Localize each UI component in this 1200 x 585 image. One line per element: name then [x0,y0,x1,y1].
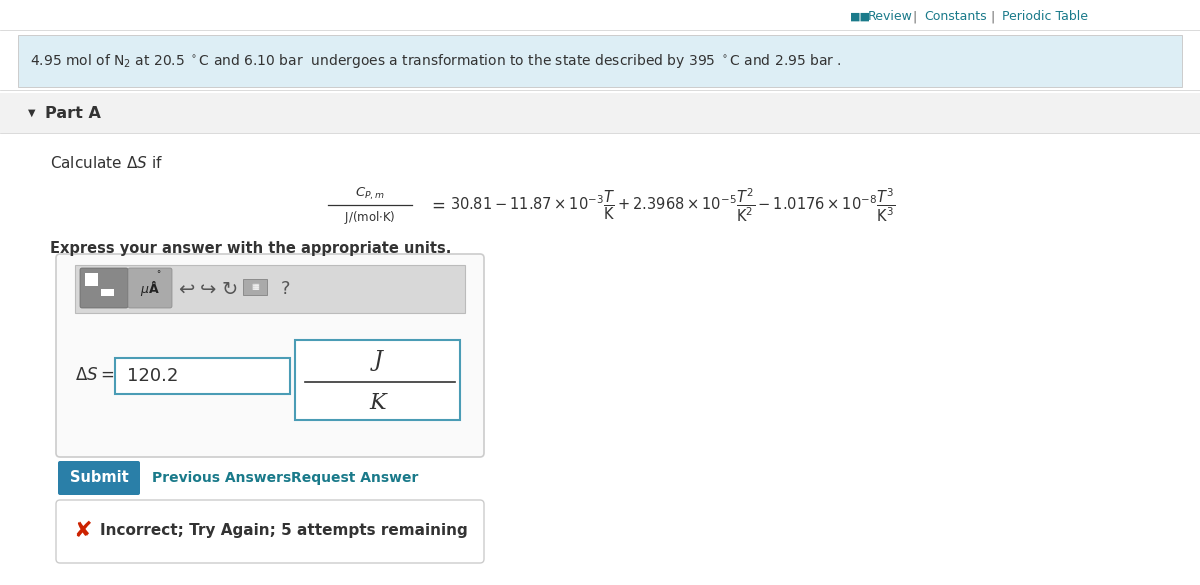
Bar [242,279,266,295]
Text: $C_{P,m}$: $C_{P,m}$ [355,186,385,202]
Bar [295,340,460,420]
Text: °: ° [156,270,160,280]
Text: $\mu$Å: $\mu$Å [140,280,160,298]
Text: Request Answer: Request Answer [292,471,419,485]
Text: 120.2: 120.2 [127,367,179,385]
Text: Constants: Constants [924,11,986,23]
Text: Incorrect; Try Again; 5 attempts remaining: Incorrect; Try Again; 5 attempts remaini… [100,524,468,539]
Text: Part A: Part A [46,105,101,121]
Text: |: | [990,11,995,23]
Bar [115,358,290,394]
Text: ▼: ▼ [28,108,36,118]
Bar [0,93,1200,133]
Text: Periodic Table: Periodic Table [1002,11,1088,23]
Bar [74,265,466,313]
Text: Review: Review [868,11,913,23]
FancyBboxPatch shape [56,500,484,563]
Text: $30.81 - 11.87 \times 10^{-3}\dfrac{T}{\mathrm{K}} + 2.3968 \times 10^{-5}\dfrac: $30.81 - 11.87 \times 10^{-3}\dfrac{T}{\… [450,186,895,224]
Text: ↻: ↻ [222,280,238,298]
Text: $=$: $=$ [428,197,445,214]
Bar [85,273,98,286]
Text: ↩: ↩ [178,280,194,298]
Text: ■■: ■■ [850,12,871,22]
Text: ?: ? [281,280,289,298]
Text: J/(mol$\cdot$K): J/(mol$\cdot$K) [344,208,396,225]
Text: $\Delta S =$: $\Delta S =$ [74,366,114,384]
Text: Submit: Submit [70,470,128,486]
FancyBboxPatch shape [58,461,140,495]
Text: Calculate $\Delta S$ if: Calculate $\Delta S$ if [50,155,163,171]
Text: |: | [912,11,917,23]
Bar [101,273,114,286]
Bar [101,289,114,296]
FancyBboxPatch shape [56,254,484,457]
Bar [85,289,92,302]
Bar [18,35,1182,87]
Text: ▦: ▦ [251,283,259,291]
Text: ✘: ✘ [73,521,92,541]
FancyBboxPatch shape [80,268,128,308]
Text: ↪: ↪ [200,280,216,298]
Text: J: J [373,349,383,371]
FancyBboxPatch shape [128,268,172,308]
Text: K: K [370,392,386,414]
Text: Previous Answers: Previous Answers [152,471,292,485]
Text: Express your answer with the appropriate units.: Express your answer with the appropriate… [50,240,451,256]
Text: 4.95 mol of N$_2$ at 20.5 $^\circ$C and 6.10 bar  undergoes a transformation to : 4.95 mol of N$_2$ at 20.5 $^\circ$C and … [30,52,842,70]
